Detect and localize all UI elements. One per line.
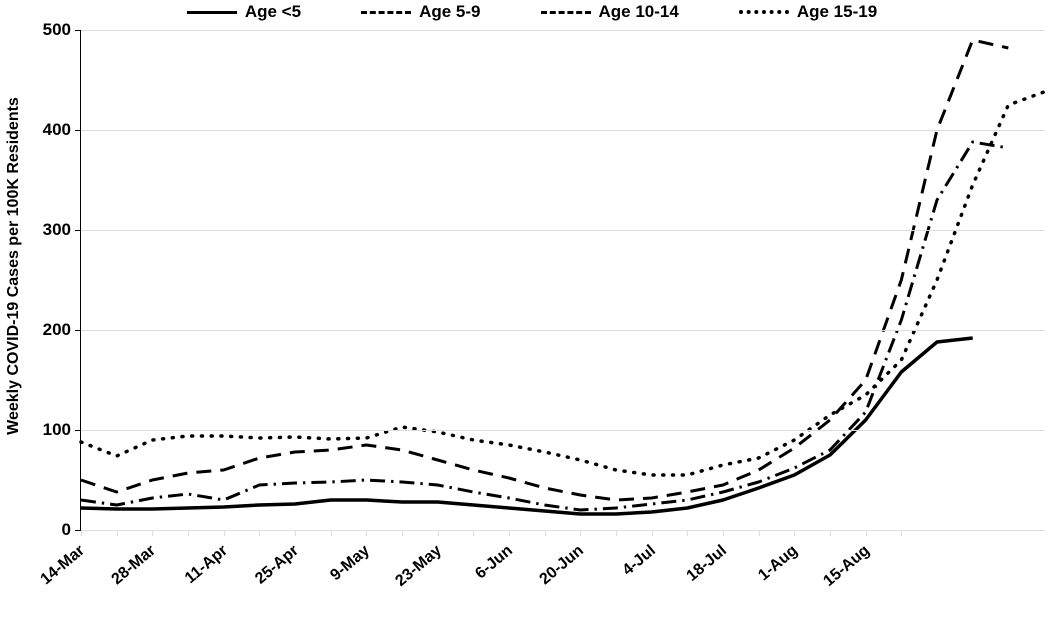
legend-item: Age 5-9 (361, 2, 480, 22)
x-tick-mark (866, 530, 867, 536)
legend: Age <5 Age 5-9 Age 10-14 Age 15-19 (0, 2, 1064, 22)
covid-cases-line-chart: Age <5 Age 5-9 Age 10-14 Age 15-19 Weekly C… (0, 0, 1064, 621)
x-tick-mark (901, 530, 902, 536)
y-tick-label: 400 (43, 120, 81, 140)
x-tick-mark (545, 530, 546, 536)
legend-item: Age <5 (187, 2, 301, 22)
y-tick-label: 500 (43, 20, 81, 40)
x-tick-mark (616, 530, 617, 536)
legend-label: Age 10-14 (599, 2, 679, 22)
plot-area: 010020030040050014-Mar28-Mar11-Apr25-Apr… (80, 30, 1044, 531)
y-gridline (81, 330, 1044, 331)
series-line (81, 142, 1008, 510)
x-tick-mark (81, 530, 82, 536)
x-tick-mark (366, 530, 367, 536)
y-axis-title: Weekly COVID-19 Cases per 100K Residents (2, 0, 26, 531)
legend-swatch (187, 11, 237, 14)
line-plot-svg (81, 30, 1044, 530)
x-tick-mark (580, 530, 581, 536)
legend-swatch (361, 11, 411, 14)
y-tick-label: 100 (43, 420, 81, 440)
y-gridline (81, 430, 1044, 431)
x-tick-mark (259, 530, 260, 536)
y-gridline (81, 30, 1044, 31)
x-tick-mark (117, 530, 118, 536)
y-tick-label: 200 (43, 320, 81, 340)
x-tick-mark (830, 530, 831, 536)
y-tick-label: 0 (62, 520, 81, 540)
legend-item: Age 15-19 (739, 2, 877, 22)
x-tick-mark (224, 530, 225, 536)
series-line (81, 40, 1008, 500)
legend-item: Age 10-14 (541, 2, 679, 22)
x-tick-mark (759, 530, 760, 536)
x-tick-mark (438, 530, 439, 536)
x-tick-mark (473, 530, 474, 536)
x-tick-mark (509, 530, 510, 536)
y-tick-label: 300 (43, 220, 81, 240)
legend-label: Age 15-19 (797, 2, 877, 22)
y-gridline (81, 130, 1044, 131)
x-tick-mark (331, 530, 332, 536)
x-tick-mark (723, 530, 724, 536)
x-tick-mark (402, 530, 403, 536)
legend-swatch (541, 11, 591, 14)
legend-swatch (739, 10, 789, 14)
y-gridline (81, 230, 1044, 231)
x-tick-mark (687, 530, 688, 536)
legend-label: Age <5 (245, 2, 301, 22)
series-line (81, 338, 973, 514)
legend-label: Age 5-9 (419, 2, 480, 22)
x-tick-mark (652, 530, 653, 536)
x-tick-mark (295, 530, 296, 536)
x-tick-mark (152, 530, 153, 536)
x-tick-mark (794, 530, 795, 536)
x-tick-mark (188, 530, 189, 536)
